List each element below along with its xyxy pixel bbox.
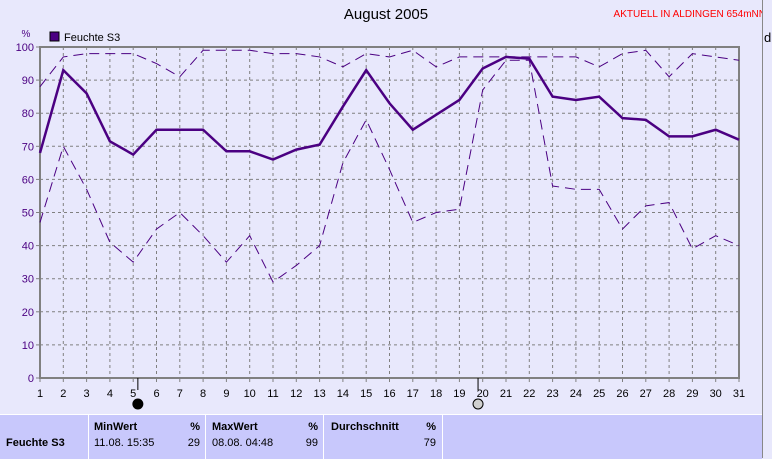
x-tick-label: 25 — [593, 388, 605, 400]
max-time: 08.08. 04:48 — [212, 437, 273, 449]
y-tick-label: 60 — [22, 174, 34, 186]
min-time: 11.08. 15:35 — [94, 437, 154, 449]
x-tick-label: 24 — [570, 388, 582, 400]
max-unit: % — [308, 421, 318, 433]
min-value: 29 — [188, 437, 200, 449]
x-tick-label: 27 — [640, 388, 652, 400]
max-value: 99 — [306, 437, 318, 449]
x-tick-label: 16 — [383, 388, 395, 400]
x-tick-label: 29 — [686, 388, 698, 400]
avg-value: 79 — [424, 437, 436, 449]
y-tick-label: 70 — [22, 141, 34, 153]
x-tick-label: 4 — [107, 388, 113, 400]
x-tick-label: 12 — [290, 388, 302, 400]
right-axis: d — [762, 0, 772, 458]
x-tick-label: 19 — [453, 388, 465, 400]
x-tick-label: 21 — [500, 388, 512, 400]
x-tick-label: 2 — [60, 388, 66, 400]
avg-cell: Durchschnitt % 79 — [323, 415, 443, 459]
legend-swatch — [50, 32, 59, 41]
x-tick-label: 18 — [430, 388, 442, 400]
x-tick-label: 31 — [733, 388, 745, 400]
min-header: MinWert — [94, 421, 137, 433]
y-tick-label: 20 — [22, 307, 34, 319]
y-tick-label: 40 — [22, 241, 34, 253]
x-tick-label: 15 — [360, 388, 372, 400]
x-tick-label: 13 — [313, 388, 325, 400]
x-tick-label: 7 — [177, 388, 183, 400]
x-tick-label: 23 — [546, 388, 558, 400]
max-cell: MaxWert % 08.08. 04:48 99 — [205, 415, 324, 459]
row-label: Feuchte S3 — [6, 437, 65, 449]
y-tick-label: 90 — [22, 75, 34, 87]
stats-table: Feuchte S3 MinWert % 11.08. 15:35 29 Max… — [0, 414, 762, 459]
series-line-min — [40, 60, 739, 282]
x-tick-label: 11 — [267, 388, 278, 400]
right-axis-label: d — [764, 30, 771, 45]
x-tick-label: 9 — [223, 388, 229, 400]
x-tick-label: 5 — [130, 388, 136, 400]
legend-label: Feuchte S3 — [64, 32, 120, 44]
y-tick-label: 100 — [16, 42, 34, 54]
x-tick-label: 10 — [244, 388, 256, 400]
y-tick-label: 10 — [22, 340, 34, 352]
x-tick-label: 26 — [616, 388, 628, 400]
x-tick-label: 6 — [153, 388, 159, 400]
x-tick-label: 8 — [200, 388, 206, 400]
full-moon-icon — [473, 399, 483, 409]
x-tick-label: 17 — [407, 388, 419, 400]
x-tick-label: 1 — [37, 388, 43, 400]
y-axis-label: % — [22, 29, 31, 40]
y-tick-label: 80 — [22, 108, 34, 120]
min-unit: % — [190, 421, 200, 433]
y-tick-label: 50 — [22, 208, 34, 220]
max-header: MaxWert — [212, 421, 258, 433]
min-cell: MinWert % 11.08. 15:35 29 — [88, 415, 206, 459]
row-label-cell: Feuchte S3 — [0, 415, 88, 459]
new-moon-icon — [133, 399, 143, 409]
x-tick-label: 3 — [84, 388, 90, 400]
x-tick-label: 28 — [663, 388, 675, 400]
y-tick-label: 30 — [22, 274, 34, 286]
avg-unit: % — [426, 421, 436, 433]
x-tick-label: 14 — [337, 388, 349, 400]
avg-header: Durchschnitt — [331, 421, 399, 433]
x-tick-label: 22 — [523, 388, 535, 400]
x-tick-label: 30 — [710, 388, 722, 400]
y-tick-label: 0 — [28, 373, 34, 385]
